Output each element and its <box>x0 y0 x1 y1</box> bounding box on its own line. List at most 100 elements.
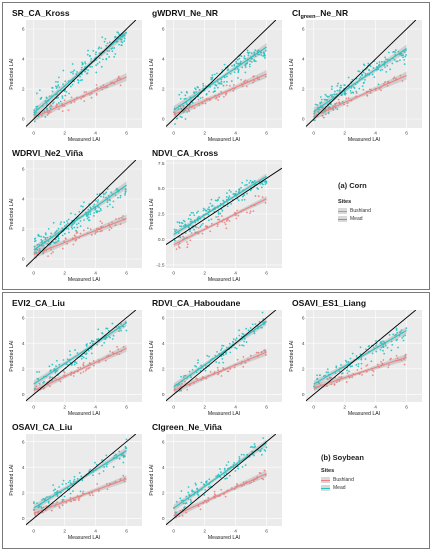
data-point-bushland <box>356 369 359 371</box>
data-point-bushland <box>197 505 200 508</box>
data-point-bushland <box>380 360 382 363</box>
data-point-bushland <box>196 378 199 381</box>
data-point-mead <box>318 108 321 111</box>
data-point-mead <box>54 232 56 234</box>
data-point-mead <box>238 57 241 60</box>
data-point-mead <box>80 205 83 208</box>
data-point-mead <box>223 63 226 66</box>
data-point-mead <box>241 465 244 468</box>
data-point-mead <box>375 65 378 68</box>
data-point-mead <box>101 36 104 39</box>
data-point-mead <box>73 69 76 72</box>
chart-svg: gWDRVI_Ne_NR 0 2 4 6 0 2 4 6 Measured LAI Predicte… <box>149 8 282 143</box>
y-tick-label: 4 <box>302 57 305 63</box>
data-point-mead <box>218 361 220 364</box>
data-point-bushland <box>95 84 98 86</box>
data-point-bushland <box>242 481 245 484</box>
data-point-mead <box>45 496 48 499</box>
data-point-bushland <box>106 488 109 491</box>
data-point-mead <box>351 365 353 368</box>
y-axis-label: Predicted LAI <box>9 340 15 371</box>
data-point-mead <box>81 78 84 81</box>
data-point-mead <box>72 223 74 226</box>
data-point-mead <box>254 195 257 197</box>
data-point-mead <box>364 358 367 360</box>
data-point-mead <box>75 362 78 365</box>
legend-item-bushland: Bushland <box>321 476 421 484</box>
data-point-mead <box>397 346 399 349</box>
data-point-mead <box>89 213 92 216</box>
data-point-mead <box>358 87 361 90</box>
data-point-mead <box>242 344 245 347</box>
data-point-bushland <box>232 83 235 86</box>
x-tick-label: 0 <box>172 271 175 277</box>
data-point-mead <box>94 208 96 211</box>
data-point-mead <box>327 371 329 374</box>
data-point-bushland <box>106 85 109 88</box>
data-point-mead <box>180 499 183 502</box>
data-point-mead <box>175 229 178 231</box>
legend-item-mead: Mead <box>338 215 423 223</box>
y-tick-label: 4 <box>162 465 165 471</box>
data-point-mead <box>106 53 109 55</box>
data-point-mead <box>226 192 228 195</box>
data-point-mead <box>184 94 187 97</box>
data-point-mead <box>125 329 128 332</box>
data-point-mead <box>35 251 37 254</box>
data-point-mead <box>105 44 108 47</box>
data-point-bushland <box>181 514 184 517</box>
y-tick-label: 6 <box>22 167 25 173</box>
data-point-mead <box>221 347 223 350</box>
data-point-mead <box>208 219 210 222</box>
data-point-mead <box>49 376 52 378</box>
data-point-mead <box>358 70 361 73</box>
data-point-bushland <box>178 242 181 245</box>
data-point-bushland <box>233 366 236 369</box>
data-point-bushland <box>74 498 77 501</box>
data-point-mead <box>98 472 101 475</box>
data-point-mead <box>85 214 88 217</box>
data-point-bushland <box>79 366 82 369</box>
data-point-mead <box>262 183 264 186</box>
data-point-mead <box>382 340 384 343</box>
data-point-mead <box>111 206 114 209</box>
data-point-mead <box>244 71 247 74</box>
data-point-mead <box>44 100 47 102</box>
data-point-mead <box>108 50 111 52</box>
data-point-mead <box>246 453 249 456</box>
regression-line-mead <box>173 442 267 509</box>
data-point-mead <box>245 341 248 343</box>
data-point-mead <box>77 222 80 225</box>
data-point-mead <box>35 108 38 110</box>
y-axis-label: Predicted LAI <box>9 58 15 89</box>
x-tick-label: 4 <box>94 271 97 277</box>
data-point-mead <box>191 101 194 104</box>
data-point-mead <box>63 232 66 235</box>
data-point-bushland <box>346 104 349 107</box>
data-point-bushland <box>109 225 111 228</box>
y-tick-label: 0 <box>162 117 165 123</box>
identity-line <box>306 310 417 402</box>
data-point-mead <box>253 332 256 335</box>
data-point-bushland <box>99 220 102 223</box>
data-point-mead <box>44 116 47 118</box>
data-point-mead <box>259 450 261 453</box>
chart-panel-evi2-ca-liu: EVI2_CA_Liu 0 2 4 6 0 2 4 6 Measured LAI Predicted… <box>6 296 146 420</box>
data-point-mead <box>44 232 47 235</box>
data-point-bushland <box>225 227 228 230</box>
data-point-bushland <box>69 496 72 499</box>
data-point-mead <box>260 326 263 329</box>
y-axis-label: Predicted LAI <box>149 340 155 371</box>
data-point-mead <box>233 64 236 67</box>
y-tick-label: 6 <box>22 315 25 321</box>
data-point-mead <box>124 193 126 196</box>
data-point-mead <box>402 56 404 59</box>
data-point-mead <box>216 80 219 83</box>
data-point-mead <box>180 225 183 228</box>
x-tick-label: 2 <box>203 131 206 137</box>
data-point-bushland <box>217 215 220 218</box>
data-point-mead <box>331 93 334 96</box>
data-point-bushland <box>183 380 186 383</box>
data-point-mead <box>384 66 386 69</box>
data-point-mead <box>69 361 72 364</box>
